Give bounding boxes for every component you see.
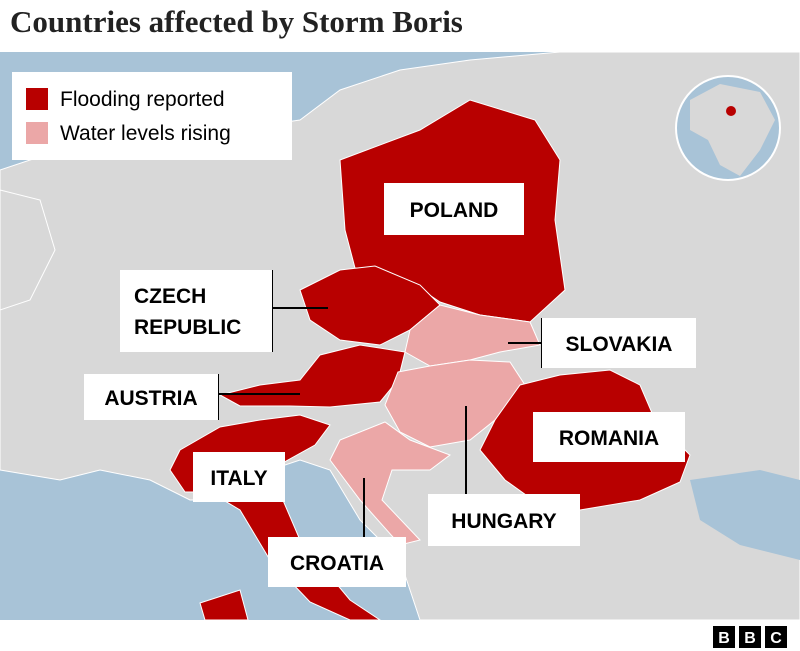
country-label: ITALY xyxy=(210,467,267,490)
legend-label: Water levels rising xyxy=(60,122,231,145)
country-label: CROATIA xyxy=(290,552,384,575)
britain xyxy=(0,189,56,311)
legend-swatch xyxy=(26,122,48,144)
title: Countries affected by Storm Boris xyxy=(10,4,463,39)
logo-letter: B xyxy=(718,630,730,647)
country-label: REPUBLIC xyxy=(134,316,241,339)
country-label: HUNGARY xyxy=(451,510,556,533)
bbc-logo: B B C xyxy=(713,626,787,648)
country-label: SLOVAKIA xyxy=(566,333,673,356)
country-label: ROMANIA xyxy=(559,427,659,450)
country-label: CZECH xyxy=(134,285,206,308)
legend: Flooding reported Water levels rising xyxy=(12,72,292,160)
labels: POLAND CZECH REPUBLIC SLOVAKIA AUSTRIA R… xyxy=(84,183,696,587)
logo-letter: B xyxy=(744,630,756,647)
austria xyxy=(218,344,406,408)
croatia xyxy=(329,421,452,546)
country-label: POLAND xyxy=(410,199,499,222)
slovakia xyxy=(404,304,541,367)
legend-label: Flooding reported xyxy=(60,88,225,111)
black-sea xyxy=(690,470,800,560)
globe xyxy=(675,75,781,181)
logo-letter: C xyxy=(770,630,782,647)
legend-swatch xyxy=(26,88,48,110)
country-label: AUSTRIA xyxy=(104,387,197,410)
sicily xyxy=(199,589,249,621)
